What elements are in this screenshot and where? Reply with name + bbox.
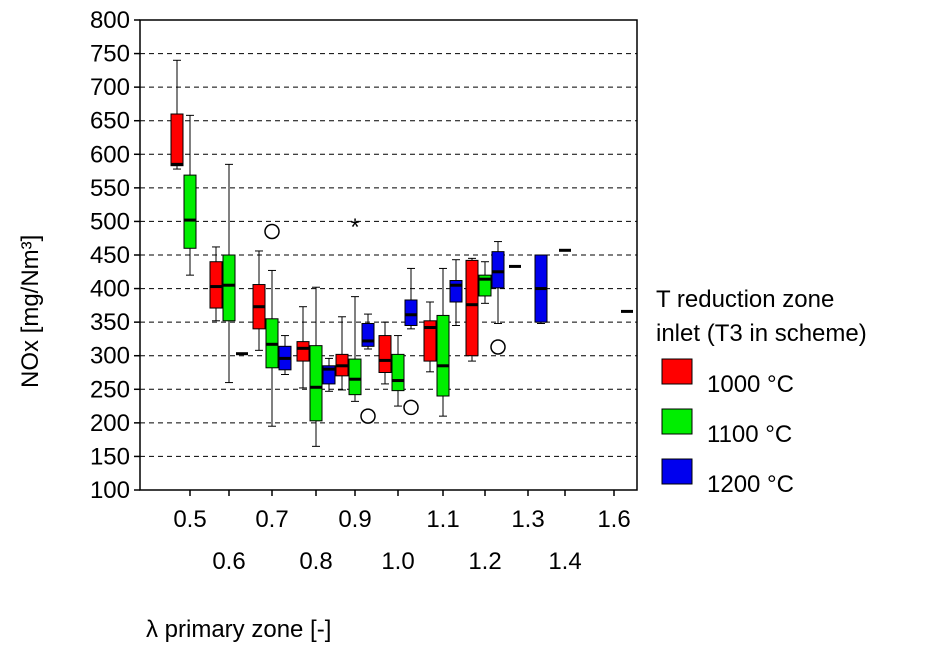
box-1000-c-0-9 (335, 316, 349, 391)
y-tick-label-100: 100 (90, 477, 130, 504)
boxes: * (170, 59, 633, 447)
y-tick-label-550: 550 (90, 175, 130, 202)
box-1200-c-0-8 (322, 357, 336, 392)
box-1100-c-1-1 (436, 267, 450, 417)
y-tick-label-250: 250 (90, 376, 130, 403)
legend-swatch-1100-c (661, 408, 693, 435)
box-1000-c-1-0 (378, 321, 392, 385)
box-1100-c-0-7 (264, 223, 280, 427)
y-tick-label-150: 150 (90, 443, 130, 470)
legend-item-1100-c: 1100 °C (661, 408, 792, 448)
box-1100-c-0-5 (183, 114, 197, 276)
series-1200-c (236, 241, 633, 424)
iqr-1200-c-0-9 (361, 322, 375, 347)
x-tick-label-0-5: 0.5 (173, 506, 206, 533)
legend-item-1000-c: 1000 °C (661, 358, 794, 398)
iqr-1000-c-1-2 (465, 259, 479, 357)
y-tick-label-750: 750 (90, 41, 130, 68)
y-axis-ticks: 100 150 200 250 300 350 400 450 500 550 600 650 700 7… (90, 7, 140, 504)
iqr-1100-c-1-1 (436, 314, 450, 397)
iqr-1000-c-0-6 (209, 261, 223, 309)
series-1100-c: * (183, 114, 571, 447)
x-tick-label-1-1: 1.1 (426, 506, 459, 533)
x-tick-label-1-2: 1.2 (468, 548, 501, 575)
y-tick-label-350: 350 (90, 309, 130, 336)
gridlines (140, 53, 637, 457)
x-tick-label-0-9: 0.9 (338, 506, 371, 533)
box-1100-c-1-0 (391, 335, 405, 407)
x-tick-label-1-4: 1.4 (548, 548, 581, 575)
box-1100-c-0-9: * (348, 214, 362, 402)
y-tick-label-800: 800 (90, 7, 130, 34)
y-tick-label-300: 300 (90, 343, 130, 370)
x-axis-ticks: 0.50.6 0.7 0.80.9 1.0 1.1 1.2 1.31.4 1.6 (173, 490, 631, 575)
legend-title-line-2: inlet (T3 in scheme) (656, 320, 867, 347)
outlier-1200-c-0-9-0 (360, 408, 376, 424)
outlier-star-1100-c-0-9-0: * (350, 214, 359, 241)
x-tick-label-0-7: 0.7 (255, 506, 288, 533)
box-1200-c-0-7 (278, 335, 292, 376)
iqr-1000-c-0-5 (170, 113, 184, 167)
iqr-1000-c-1-1 (423, 320, 437, 362)
box-1200-c-0-9 (360, 313, 376, 424)
iqr-1100-c-0-6 (222, 254, 236, 322)
y-tick-label-600: 600 (90, 141, 130, 168)
box-1000-c-0-5 (170, 59, 184, 170)
box-1100-c-1-2 (478, 261, 492, 304)
iqr-1100-c-0-5 (183, 174, 197, 249)
x-tick-label-0-8: 0.8 (299, 548, 332, 575)
y-tick-label-400: 400 (90, 276, 130, 303)
iqr-1100-c-0-9 (348, 358, 362, 396)
iqr-1200-c-1-2 (491, 251, 505, 289)
legend-title-line-1: T reduction zone (656, 286, 834, 313)
iqr-1000-c-0-8 (296, 341, 310, 362)
legend-label-1200-c: 1200 °C (707, 471, 794, 498)
box-1200-c-1-3 (534, 254, 548, 324)
box-1000-c-0-6 (209, 246, 223, 322)
y-axis-label: NOx [mg/Nm³] (17, 235, 44, 388)
legend: T reduction zone inlet (T3 in scheme) 10… (656, 286, 867, 498)
y-tick-label-700: 700 (90, 74, 130, 101)
series-1000-c (170, 59, 521, 391)
box-1000-c-1-1 (423, 301, 437, 373)
x-tick-label-1-6: 1.6 (597, 506, 630, 533)
legend-item-1200-c: 1200 °C (661, 458, 794, 498)
legend-swatch-1200-c (661, 458, 693, 485)
outlier-1200-c-1-2-0 (490, 339, 506, 355)
y-tick-label-500: 500 (90, 208, 130, 235)
box-1100-c-0-8 (309, 286, 323, 447)
box-1100-c-0-6 (222, 163, 236, 384)
iqr-1100-c-1-0 (391, 353, 405, 392)
x-axis-label: λ primary zone [-] (146, 616, 331, 643)
box-1200-c-1-2 (490, 241, 506, 355)
box-1000-c-0-8 (296, 306, 310, 389)
legend-label-1100-c: 1100 °C (707, 421, 792, 448)
box-1000-c-0-7 (252, 250, 266, 351)
box-1200-c-1-0 (403, 267, 419, 416)
x-tick-label-1-3: 1.3 (511, 506, 544, 533)
box-1200-c-1-1 (449, 259, 463, 326)
legend-swatch-1000-c (661, 358, 693, 385)
legend-label-1000-c: 1000 °C (707, 371, 794, 398)
box-1000-c-1-2 (465, 257, 479, 362)
x-tick-label-1-0: 1.0 (381, 548, 414, 575)
y-tick-label-650: 650 (90, 108, 130, 135)
y-tick-label-450: 450 (90, 242, 130, 269)
y-tick-label-200: 200 (90, 410, 130, 437)
outlier-1100-c-0-7-0 (264, 223, 280, 240)
outlier-1200-c-1-0-0 (403, 399, 419, 416)
iqr-1000-c-1-0 (378, 335, 392, 374)
x-tick-label-0-6: 0.6 (212, 548, 245, 575)
iqr-1200-c-1-0 (404, 299, 418, 327)
iqr-1100-c-0-8 (309, 345, 323, 422)
